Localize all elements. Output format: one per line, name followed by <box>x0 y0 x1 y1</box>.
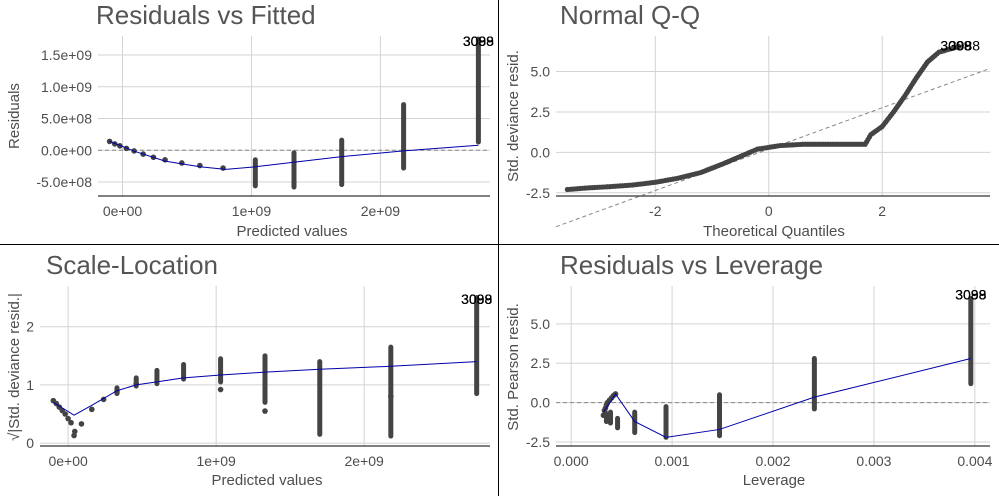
data-point <box>262 408 268 414</box>
x-tick-label: 1e+09 <box>232 203 272 219</box>
y-tick-label: 5.0e+08 <box>41 111 92 127</box>
x-tick-label: 0e+00 <box>48 453 88 469</box>
y-tick-label: 5.0 <box>531 64 551 80</box>
residuals-vs-leverage-panel: Residuals vs Leverage Leverage Std. Pear… <box>505 250 993 489</box>
panel-title: Normal Q-Q <box>560 0 700 30</box>
x-tick-label: 0.001 <box>655 453 690 469</box>
data-point <box>600 412 607 419</box>
x-tick-label: 0 <box>765 203 773 219</box>
data-point <box>388 393 394 400</box>
x-tick-label: 2 <box>878 203 886 219</box>
y-tick-label: 0 <box>26 435 34 451</box>
residuals-vs-fitted-panel: Residuals vs Fitted Predicted values Res… <box>6 0 494 240</box>
outlier-label: 3088 <box>463 33 494 49</box>
x-tick-label: 0.003 <box>856 453 891 469</box>
y-axis-label: Std. deviance resid. <box>505 50 522 182</box>
y-tick-label: 2.5 <box>531 104 551 120</box>
y-tick-label: -5.0e+08 <box>36 174 92 190</box>
y-tick-label: 5.0 <box>531 316 551 332</box>
outlier-label: 3099 <box>940 38 971 54</box>
smooth-line <box>603 358 971 438</box>
x-tick-label: 2e+09 <box>345 453 385 469</box>
outlier-label: 3099 <box>955 287 986 303</box>
scale-location-panel: Scale-Location Predicted values √|Std. d… <box>6 250 492 489</box>
outlier-label: 3088 <box>955 287 986 303</box>
panel-title: Scale-Location <box>46 250 218 280</box>
normal-qq-panel: Normal Q-Q Theoretical Quantiles Std. de… <box>505 0 991 240</box>
y-tick-label: 1 <box>26 377 34 393</box>
data-point <box>68 419 74 426</box>
x-axis-label: Leverage <box>743 472 806 489</box>
y-axis-label: √|Std. deviance resid.| <box>6 293 23 441</box>
data-point <box>89 406 95 413</box>
x-tick-label: 0.000 <box>554 453 589 469</box>
x-tick-label: 0.004 <box>957 453 992 469</box>
smooth-line <box>53 361 477 416</box>
data-point <box>65 415 71 422</box>
data-point <box>78 421 85 427</box>
data-point <box>71 428 78 435</box>
y-tick-label: 0.0e+00 <box>41 142 92 158</box>
x-axis-label: Theoretical Quantiles <box>703 223 845 240</box>
data-point <box>62 411 68 417</box>
data-point <box>179 160 185 166</box>
data-point <box>956 43 962 50</box>
outlier-label: 3098 <box>461 291 492 307</box>
outlier-label: 3088 <box>461 291 492 307</box>
data-point <box>106 138 113 145</box>
x-tick-label: 1e+09 <box>196 453 236 469</box>
smooth-line <box>109 140 479 170</box>
outlier-label: 3098 <box>463 33 494 49</box>
data-point <box>220 165 226 171</box>
y-tick-label: 0.0 <box>531 144 551 160</box>
y-axis-label: Std. Pearson resid. <box>505 303 522 431</box>
outlier-label: 3088 <box>949 38 980 54</box>
y-tick-label: 0.0 <box>531 395 551 411</box>
outlier-label: 3099 <box>463 33 494 49</box>
y-tick-label: -2.5 <box>526 185 550 201</box>
y-tick-label: 1.0e+09 <box>41 79 92 95</box>
y-tick-label: 2 <box>26 319 34 335</box>
y-tick-label: 1.5e+09 <box>41 47 92 63</box>
y-axis-label: Residuals <box>6 83 23 149</box>
x-tick-label: 0e+00 <box>103 203 143 219</box>
x-tick-label: -2 <box>649 203 662 219</box>
x-axis-label: Predicted values <box>237 223 348 240</box>
panel-title: Residuals vs Fitted <box>96 0 316 30</box>
outlier-label: 3098 <box>940 38 971 54</box>
x-tick-label: 2e+09 <box>361 203 401 219</box>
x-axis-label: Predicted values <box>212 472 323 489</box>
y-tick-label: 2.5 <box>531 355 551 371</box>
x-tick-label: 0.002 <box>755 453 790 469</box>
data-point <box>217 386 224 393</box>
outlier-label: 3098 <box>955 287 986 303</box>
panel-title: Residuals vs Leverage <box>560 250 823 280</box>
outlier-label: 3099 <box>461 291 492 307</box>
y-tick-label: -2.5 <box>526 434 550 450</box>
